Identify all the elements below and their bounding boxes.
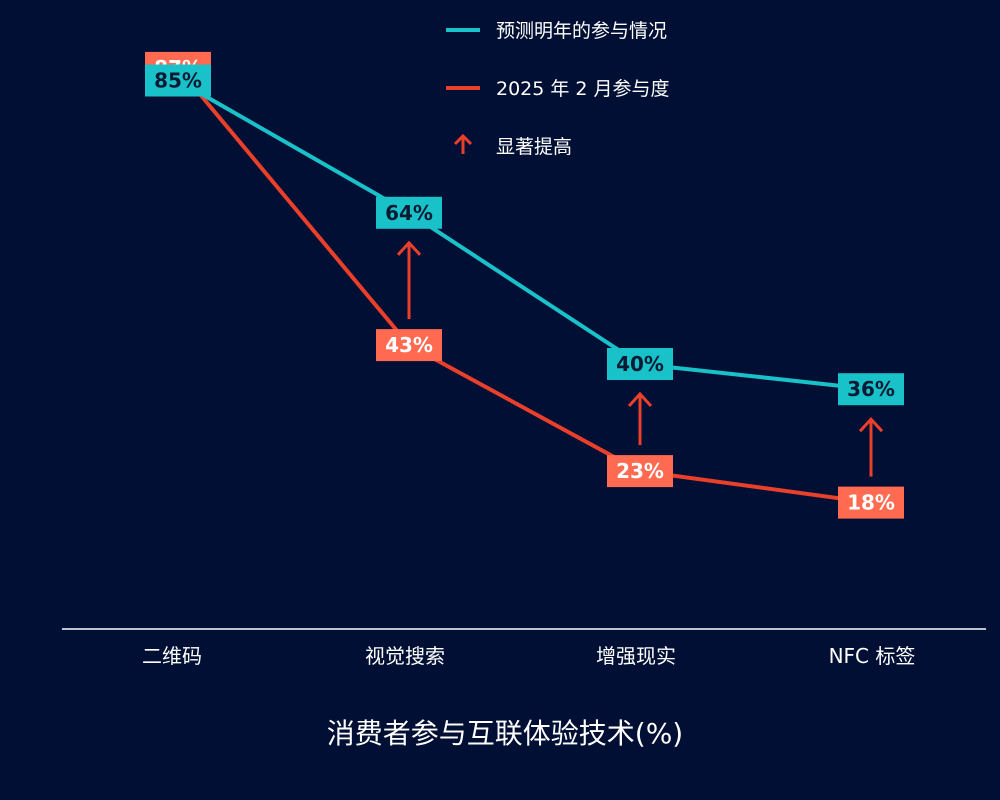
series-line-forecast [177,78,872,392]
data-label-text: 23% [616,459,664,483]
legend-label-forecast: 预测明年的参与情况 [496,20,667,42]
x-tick-label: 二维码 [142,644,202,668]
data-label-forecast: 36% [838,373,904,406]
data-label-current: 18% [838,486,904,519]
data-label-box [607,348,673,380]
data-label-forecast: 64% [376,196,442,229]
increase-arrow-head [396,240,422,256]
data-label-current: 43% [376,329,442,362]
chart-title: 消费者参与互联体验技术(%) [327,717,683,750]
data-label-box [607,455,673,488]
data-label-box [838,486,904,519]
data-label-text: 64% [385,201,433,225]
data-label-text: 18% [847,491,895,515]
legend-label-current: 2025 年 2 月参与度 [496,78,670,100]
legend-label-increase: 显著提高 [496,136,572,158]
increase-arrow-head [627,391,653,408]
increase-arrow-icon [396,240,422,320]
data-label-box [376,196,442,229]
plot-area: 87%43%23%18%85%64%40%36% [145,51,904,519]
data-label-forecast: 85% [145,64,211,97]
data-label-text: 36% [847,377,895,401]
data-label-box [145,64,211,97]
increase-arrow-icon [627,391,653,446]
increase-arrow-icon [858,416,884,477]
x-tick-label: 增强现实 [596,644,676,668]
data-label-forecast: 40% [607,348,673,380]
data-label-current: 23% [607,455,673,488]
x-tick-label: NFC 标签 [829,644,916,668]
data-label-box [376,329,442,362]
x-tick-label: 视觉搜索 [365,644,445,668]
data-label-text: 85% [154,69,202,93]
legend-arrow-icon [453,133,473,154]
data-label-box [838,373,904,406]
legend: 预测明年的参与情况 2025 年 2 月参与度 显著提高 [446,20,670,158]
data-label-text: 40% [616,352,664,376]
increase-arrow-head [858,416,884,433]
series-line-current [176,66,872,505]
x-axis-ticks: 二维码 视觉搜索 增强现实 NFC 标签 [142,644,915,668]
data-label-text: 43% [385,333,433,357]
